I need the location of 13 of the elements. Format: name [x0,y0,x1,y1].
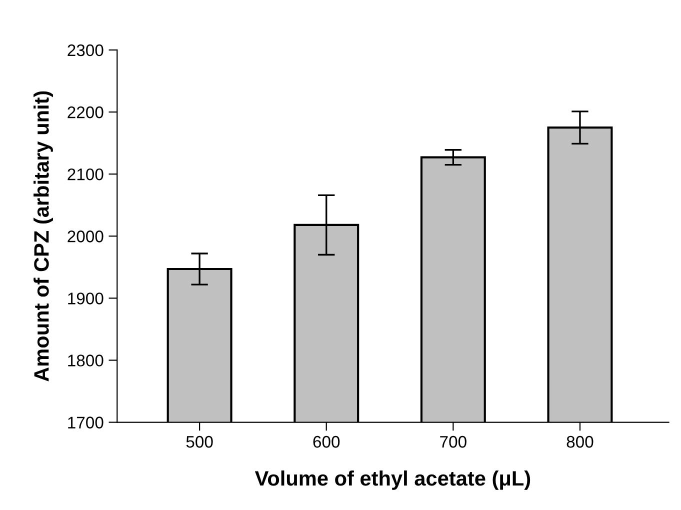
y-tick-label: 1800 [68,354,104,366]
y-tick-label: 1700 [68,416,104,428]
x-axis-title: Volume of ethyl acetate (μL) [254,470,530,490]
x-tick-label: 500 [186,436,213,448]
x-tick-label: 700 [440,436,466,448]
y-tick-label: 1900 [68,292,104,304]
x-tick-label: 600 [313,436,340,448]
x-tick-label: 800 [566,436,594,448]
y-tick-label: 2000 [68,230,104,242]
y-tick-label: 2200 [68,106,104,118]
y-tick-label: 2100 [68,168,104,180]
y-axis-title: Amount of CPZ (arbitary unit) [34,91,53,382]
y-tick-label: 2300 [68,44,104,56]
